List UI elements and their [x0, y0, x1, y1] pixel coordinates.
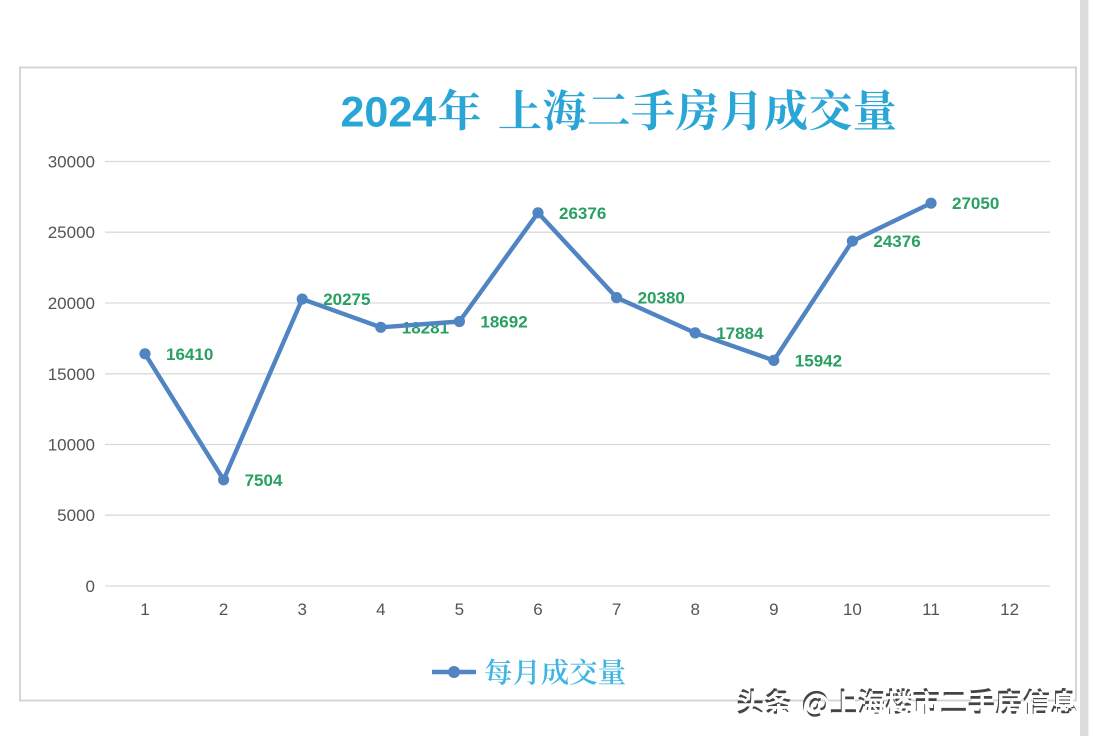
svg-text:20275: 20275 — [323, 290, 370, 309]
svg-text:2: 2 — [219, 600, 228, 619]
svg-text:8: 8 — [690, 600, 699, 619]
svg-text:4: 4 — [376, 600, 385, 619]
svg-text:16410: 16410 — [166, 345, 213, 364]
svg-text:15942: 15942 — [795, 351, 842, 370]
svg-text:11: 11 — [922, 600, 940, 619]
svg-text:7504: 7504 — [245, 471, 283, 490]
svg-text:9: 9 — [769, 600, 778, 619]
svg-text:24376: 24376 — [873, 232, 920, 251]
svg-text:27050: 27050 — [952, 194, 999, 213]
svg-text:26376: 26376 — [559, 204, 606, 223]
svg-text:17884: 17884 — [716, 324, 764, 343]
svg-text:25000: 25000 — [48, 223, 95, 242]
svg-text:2024: 2024 — [341, 89, 437, 137]
svg-text:5000: 5000 — [57, 506, 95, 525]
svg-text:18692: 18692 — [480, 313, 527, 332]
svg-text:10: 10 — [843, 600, 862, 619]
svg-text:20000: 20000 — [48, 294, 95, 313]
svg-text:6: 6 — [533, 600, 542, 619]
svg-text:5: 5 — [455, 600, 464, 619]
svg-text:15000: 15000 — [48, 365, 95, 384]
svg-text:30000: 30000 — [48, 153, 95, 172]
svg-text:12: 12 — [1000, 600, 1019, 619]
svg-text:3: 3 — [297, 600, 306, 619]
svg-text:10000: 10000 — [48, 436, 95, 455]
svg-text:1: 1 — [140, 600, 149, 619]
svg-text:0: 0 — [86, 577, 95, 596]
svg-text:20380: 20380 — [638, 289, 685, 308]
svg-text:7: 7 — [612, 600, 621, 619]
